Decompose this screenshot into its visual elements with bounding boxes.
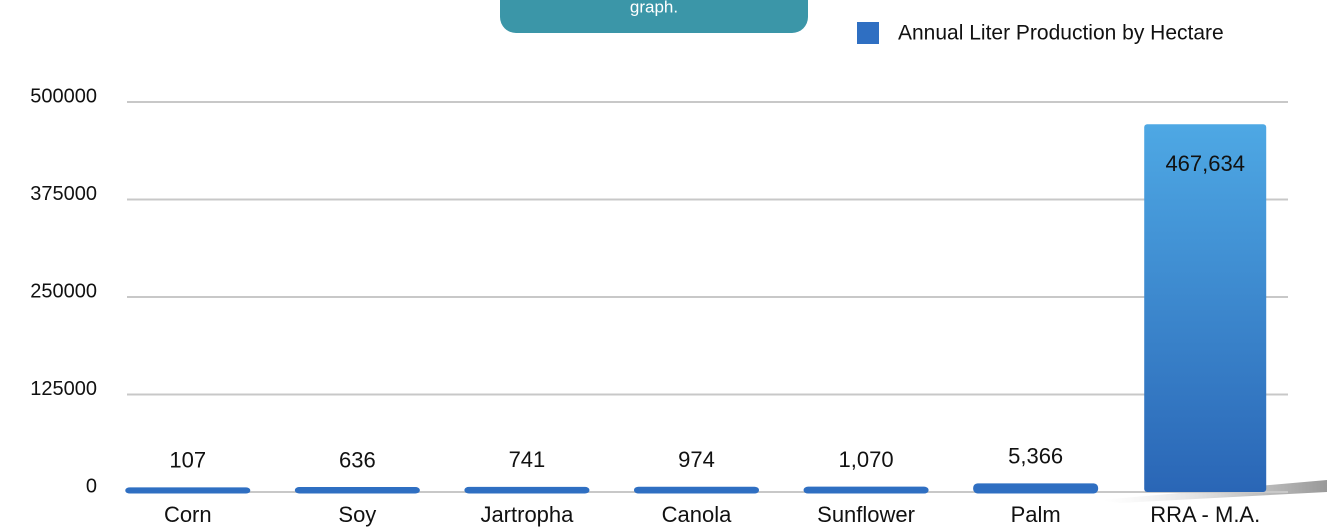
- value-label: 741: [509, 447, 546, 472]
- value-label: 636: [339, 447, 376, 472]
- y-tick-label: 250000: [30, 280, 97, 302]
- legend-label: Annual Liter Production by Hectare: [898, 22, 1224, 45]
- value-label: 107: [169, 448, 206, 473]
- y-tick-label: 500000: [30, 85, 97, 107]
- annotation-box: [500, 0, 808, 33]
- value-label: 974: [678, 447, 715, 472]
- bar: [973, 483, 1099, 494]
- annotation: graph.: [630, 0, 678, 16]
- x-tick-label: Soy: [338, 502, 376, 527]
- y-tick-label: 125000: [30, 378, 97, 400]
- x-tick-label: Jartropha: [480, 502, 574, 527]
- x-tick-label: Canola: [662, 502, 732, 527]
- x-tick-label: Corn: [164, 502, 212, 527]
- x-tick-label: Palm: [1011, 502, 1061, 527]
- bar: [1144, 124, 1267, 492]
- bar: [803, 486, 929, 494]
- value-label: 5,366: [1008, 444, 1063, 469]
- legend-swatch: [857, 22, 879, 44]
- bar: [464, 486, 590, 494]
- y-tick-label: 375000: [30, 183, 97, 205]
- value-label: 467,634: [1165, 151, 1245, 176]
- bar: [125, 487, 251, 494]
- value-label: 1,070: [839, 447, 894, 472]
- x-tick-label: RRA - M.A.: [1150, 502, 1260, 527]
- bar: [634, 486, 759, 494]
- x-tick-label: Sunflower: [817, 502, 915, 527]
- y-tick-label: 0: [86, 475, 97, 497]
- bar: [294, 487, 420, 494]
